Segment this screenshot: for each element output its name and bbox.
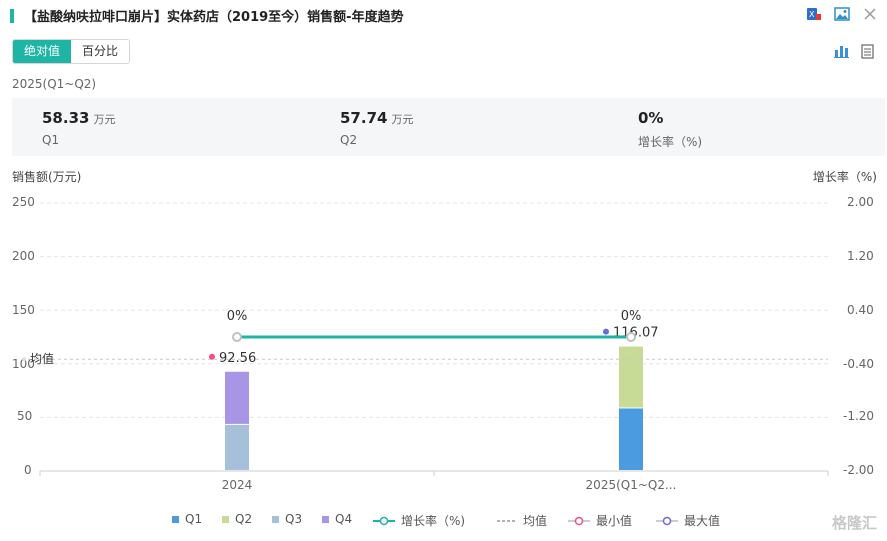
legend-label: Q1 [185, 512, 203, 526]
summary-label: Q1 [42, 133, 60, 147]
tab-absolute[interactable]: 绝对值 [13, 40, 72, 63]
chart-legend: Q1 Q2 Q3 Q4 增长率（%) 均值 最小值 最大值 [0, 512, 887, 530]
average-marker [22, 357, 26, 362]
summary-label: Q2 [340, 133, 358, 147]
view-switcher [833, 43, 875, 59]
y-tick-right: 1.20 [847, 249, 874, 263]
table-icon[interactable] [859, 43, 875, 59]
y-tick-right: -0.40 [843, 357, 875, 371]
x-tick-label: 2025(Q1~Q2... [586, 478, 677, 492]
close-icon[interactable] [861, 5, 879, 23]
legend-label: 最大值 [684, 514, 721, 528]
title-accent-bar [10, 9, 14, 23]
legend-swatch [172, 515, 179, 523]
left-axis-title: 销售额(万元) [12, 170, 82, 184]
legend-label: 最小值 [596, 514, 633, 528]
y-tick-right: 0.40 [847, 303, 874, 317]
growth-point [626, 332, 636, 342]
max-marker [603, 328, 609, 335]
bar-q1 [619, 408, 643, 470]
legend-item[interactable]: 最大值 [656, 512, 720, 529]
top-toolbar: X [805, 5, 879, 23]
average-label: 均值 [30, 351, 54, 366]
bar-q3 [225, 424, 249, 470]
bar-chart-icon[interactable] [833, 43, 849, 59]
y-tick-left: 250 [12, 195, 35, 209]
y-tick-left: 0 [24, 463, 32, 477]
y-tick-right: -1.20 [843, 409, 875, 423]
summary-growth: 0% 增长率（%) [638, 108, 702, 150]
bar-q2 [619, 346, 643, 408]
legend-label: 增长率（%) [401, 514, 466, 528]
growth-label: 0% [621, 309, 642, 324]
legend-item[interactable]: Q2 [222, 512, 252, 526]
period-label: 2025(Q1~Q2) [12, 77, 97, 91]
legend-line-icon [568, 516, 590, 525]
summary-unit: 万元 [391, 113, 414, 126]
svg-text:X: X [809, 10, 815, 19]
legend-dash-icon [497, 519, 517, 522]
value-mode-tabs: 绝对值 百分比 [12, 39, 131, 64]
y-tick-right: 2.00 [847, 195, 874, 209]
legend-label: 均值 [523, 514, 548, 528]
legend-swatch [222, 515, 229, 523]
legend-label: Q2 [235, 512, 253, 526]
summary-value: 58.33 [42, 109, 90, 127]
legend-item[interactable]: 增长率（%) [373, 512, 465, 529]
y-tick-right: -2.00 [843, 463, 875, 477]
excel-icon[interactable]: X [805, 5, 823, 23]
legend-label: Q3 [285, 512, 303, 526]
legend-line-icon [373, 516, 395, 525]
y-tick-left: 150 [12, 303, 35, 317]
growth-label: 0% [227, 309, 248, 324]
legend-item[interactable]: Q3 [272, 512, 302, 526]
summary-q1: 58.33 万元 Q1 [42, 108, 115, 147]
legend-line-icon [656, 516, 678, 525]
legend-swatch [322, 515, 329, 523]
title-bar: 【盐酸纳呋拉啡口崩片】实体药店（2019至今）销售额-年度趋势 X [0, 0, 887, 32]
bar-q4 [225, 371, 249, 424]
summary-panel: 58.33 万元 Q1 57.74 万元 Q2 0% 增长率（%) [12, 98, 885, 156]
watermark: 格隆汇 [831, 514, 877, 532]
y-tick-left: 100 [12, 357, 35, 371]
legend-item[interactable]: 均值 [497, 512, 547, 529]
summary-value: 0% [638, 109, 664, 127]
legend-item[interactable]: Q1 [172, 512, 202, 526]
legend-label: Q4 [335, 512, 353, 526]
x-tick-label: 2024 [222, 478, 253, 492]
image-icon[interactable] [833, 5, 851, 23]
y-tick-left: 200 [12, 249, 35, 263]
summary-unit: 万元 [93, 113, 116, 126]
y-tick-left: 50 [17, 409, 33, 423]
chart-title: 【盐酸纳呋拉啡口崩片】实体药店（2019至今）销售额-年度趋势 [24, 10, 404, 25]
total-label: 92.56 [219, 351, 256, 366]
summary-q2: 57.74 万元 Q2 [340, 108, 413, 147]
summary-value: 57.74 [340, 109, 388, 127]
min-marker [209, 353, 215, 360]
summary-label: 增长率（%) [638, 135, 703, 149]
growth-point [232, 332, 242, 342]
tab-percent[interactable]: 百分比 [71, 40, 130, 63]
right-axis-title: 增长率（%) [812, 170, 877, 184]
legend-swatch [272, 515, 279, 523]
legend-item[interactable]: 最小值 [568, 512, 632, 529]
legend-item[interactable]: Q4 [322, 512, 352, 526]
